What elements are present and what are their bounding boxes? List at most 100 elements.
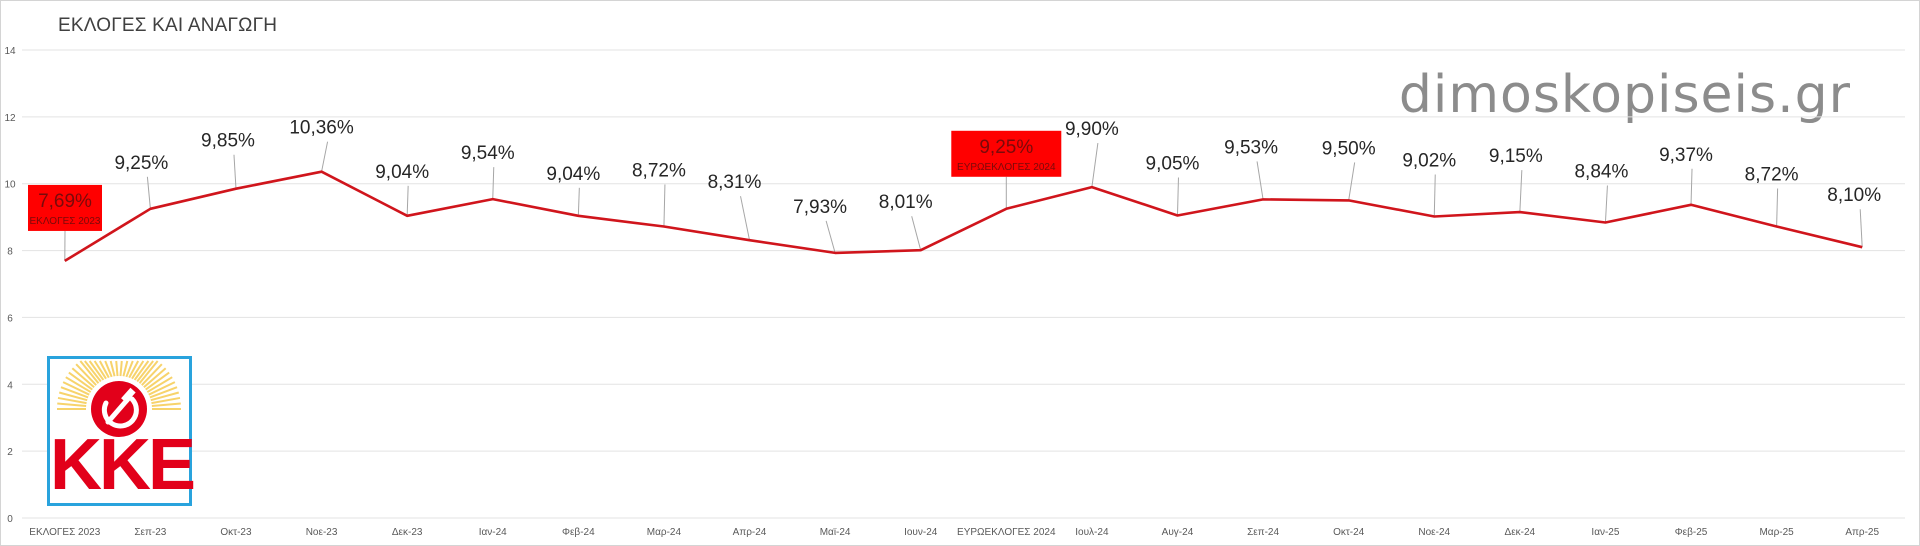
data-label: 9,53% <box>1224 137 1278 158</box>
sun-ray <box>109 360 116 377</box>
sun-ray <box>104 360 113 378</box>
x-tick-label: Φεβ-24 <box>562 527 595 538</box>
data-label: 8,72% <box>632 161 686 182</box>
sun-ray <box>75 363 97 386</box>
x-tick-label: ΕΥΡΩΕΚΛΟΓΕΣ 2024 <box>957 527 1056 538</box>
data-label: 9,02% <box>1402 150 1456 171</box>
sun-ray <box>133 360 150 381</box>
sun-ray <box>58 391 88 402</box>
leader-line <box>577 187 580 216</box>
data-label: 9,04% <box>546 164 600 185</box>
leader-line <box>1348 162 1356 201</box>
series-line <box>64 170 1863 263</box>
sun-ray <box>65 376 92 393</box>
x-tick-label: Νοε-24 <box>1418 527 1450 538</box>
sun-ray <box>149 386 178 399</box>
x-tick-label: Ιαν-25 <box>1591 527 1619 538</box>
sun-ray <box>125 360 134 378</box>
leader-line <box>1519 170 1523 213</box>
sun-ray <box>150 391 180 402</box>
data-label: 9,25% <box>979 137 1033 158</box>
data-label: 8,84% <box>1574 161 1628 182</box>
data-label: 9,54% <box>461 143 515 164</box>
data-label: 9,85% <box>201 131 255 152</box>
x-tick-label: Οκτ-24 <box>1333 527 1365 538</box>
x-tick-label: Φεβ-25 <box>1675 527 1708 538</box>
x-tick-label: Ιουν-24 <box>904 527 938 538</box>
leader-line <box>1776 188 1779 227</box>
sun-ray <box>115 360 119 377</box>
y-tick-label: 10 <box>4 180 16 191</box>
sun-ray <box>60 386 89 399</box>
sun-ray <box>128 360 140 379</box>
leader-line <box>1433 174 1436 217</box>
sun-ray <box>145 371 170 391</box>
leader-line <box>825 220 836 254</box>
data-label: 9,04% <box>375 162 429 183</box>
leader-line <box>1604 185 1608 223</box>
hammer-sickle-icon <box>101 387 139 429</box>
data-label: 8,01% <box>879 192 933 213</box>
sun-ray <box>146 376 173 393</box>
data-label: 7,69% <box>38 191 92 212</box>
x-tick-label: Δεκ-23 <box>392 527 423 538</box>
chart-title: ΕΚΛΟΓΕΣ ΚΑΙ ΑΝΑΓΩΓΗ <box>58 15 278 36</box>
callout-caption: ΕΥΡΩΕΚΛΟΓΕΣ 2024 <box>957 162 1056 173</box>
x-tick-label: ΕΚΛΟΓΕΣ 2023 <box>29 527 100 538</box>
leader-line <box>146 176 151 209</box>
leader-line <box>492 167 495 200</box>
data-label: 9,90% <box>1065 119 1119 140</box>
sun-ray <box>151 396 181 405</box>
y-tick-label: 8 <box>7 247 13 258</box>
x-tick-label: Νοε-23 <box>306 527 338 538</box>
sun-ray <box>131 360 145 380</box>
leader-line <box>911 216 922 251</box>
leader-line <box>1091 142 1099 188</box>
sun-ray <box>88 360 105 381</box>
sun-ray <box>119 360 123 377</box>
x-tick-label: Ιουλ-24 <box>1075 527 1109 538</box>
sun-ray <box>93 360 107 380</box>
x-tick-label: Οκτ-23 <box>220 527 252 538</box>
x-tick-label: Μαρ-25 <box>1759 527 1794 538</box>
y-axis-ticks: 0 2 4 6 8 10 12 14 <box>4 46 16 525</box>
x-tick-label: Σεπ-23 <box>134 527 166 538</box>
data-label: 9,05% <box>1146 153 1200 174</box>
x-tick-label: Αυγ-24 <box>1162 527 1194 538</box>
y-tick-label: 2 <box>7 447 13 458</box>
y-tick-label: 14 <box>4 46 16 57</box>
sun-ray <box>151 402 181 408</box>
series-line-group <box>64 170 1863 263</box>
logo-text: KKE <box>50 425 196 505</box>
callout-box <box>28 184 102 231</box>
sun-ray <box>141 363 163 386</box>
data-label: 8,31% <box>708 172 762 193</box>
leader-lines <box>64 141 1863 261</box>
data-label: 9,37% <box>1659 145 1713 166</box>
kke-logo: KKE <box>47 356 196 506</box>
y-tick-label: 0 <box>7 514 13 525</box>
leader-line <box>321 141 329 172</box>
y-tick-label: 6 <box>7 313 13 324</box>
sun-ray <box>71 367 95 389</box>
x-tick-label: Απρ-24 <box>733 527 767 538</box>
data-label: 10,36% <box>289 118 354 139</box>
leader-line <box>406 185 409 216</box>
sun-ray <box>57 402 87 408</box>
sun-ray <box>79 360 100 384</box>
leader-line <box>663 184 666 227</box>
x-tick-label: Σεπ-24 <box>1247 527 1279 538</box>
data-labels: 7,69% ΕΚΛΟΓΕΣ 2023 9,25% 9,85% 10,36% 9,04% 9,… <box>28 118 1881 231</box>
leader-line <box>1859 209 1863 248</box>
leader-line <box>740 196 751 241</box>
sun-rays-icon <box>57 360 181 437</box>
leader-line <box>1690 168 1693 205</box>
watermark: dimoskopiseis.gr <box>1398 65 1851 125</box>
sun-ray <box>122 360 129 377</box>
leader-line <box>1256 161 1264 200</box>
sun-ray <box>84 360 102 383</box>
data-label: 7,93% <box>793 197 847 218</box>
gridlines <box>22 49 1905 519</box>
